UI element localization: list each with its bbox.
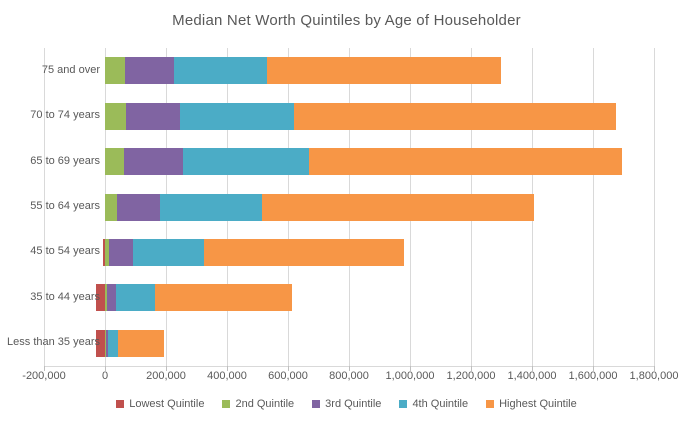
bar-segment-lowest-quintile-less-than-35-years (95, 329, 105, 357)
category-label-55-to-64-years: 55 to 64 years (30, 200, 100, 212)
axis-tick-mark (654, 366, 655, 371)
category-label-less-than-35-years: Less than 35 years (7, 336, 100, 349)
legend-swatch-3rd-quintile (312, 400, 321, 408)
bar-segment-3rd-quintile-65-to-69-years (123, 148, 184, 176)
bar-segment-highest-quintile-75-and-over (266, 57, 502, 85)
axis-tick-mark (593, 366, 594, 371)
bar-row-65-to-69-years (44, 148, 654, 176)
axis-tick-mark (105, 366, 106, 371)
axis-tick-mark (471, 366, 472, 371)
category-label-45-to-54-years: 45 to 54 years (30, 245, 100, 258)
gridline (593, 48, 594, 366)
bar-segment-2nd-quintile-55-to-64-years (105, 193, 118, 221)
bar-segment-3rd-quintile-45-to-54-years (108, 238, 133, 266)
bar-segment-highest-quintile-less-than-35-years (118, 329, 165, 357)
bar-segment-4th-quintile-35-to-44-years (115, 284, 155, 312)
legend-swatch-lowest-quintile (116, 400, 125, 408)
category-label-70-to-74-years: 70 to 74 years (30, 109, 100, 122)
bar-segment-highest-quintile-45-to-54-years (203, 238, 405, 266)
bar-row-35-to-44-years (44, 284, 654, 312)
bar-segment-2nd-quintile-70-to-74-years (105, 102, 127, 130)
x-tick-label: 1,600,000 (568, 370, 618, 382)
legend-swatch-highest-quintile (486, 400, 495, 408)
bar-row-55-to-64-years (44, 193, 654, 221)
x-tick-label: 400,000 (207, 370, 247, 382)
plot-area (44, 48, 655, 371)
bar-segment-4th-quintile-55-to-64-years (159, 193, 263, 221)
bar-segment-3rd-quintile-75-and-over (125, 57, 174, 85)
legend-label-lowest-quintile: Lowest Quintile (129, 398, 205, 410)
bar-segment-3rd-quintile-35-to-44-years (106, 284, 116, 312)
bar-segment-lowest-quintile-45-to-54-years (102, 238, 105, 266)
legend-swatch-4th-quintile (399, 400, 408, 408)
axis-tick-mark (410, 366, 411, 371)
x-tick-label: 600,000 (268, 370, 308, 382)
bar-segment-4th-quintile-70-to-74-years (180, 102, 295, 130)
category-label-75-and-over: 75 and over (41, 63, 100, 76)
axis-tick-mark (166, 366, 167, 371)
x-axis: -200,000 0 200,000 400,000 600,000 800,000 1,0… (22, 370, 678, 384)
legend-item-4th-quintile: 4th Quintile (399, 398, 468, 410)
chart-legend: Lowest Quintile 2nd Quintile 3rd Quintile 4… (0, 398, 693, 410)
legend-swatch-2nd-quintile (222, 400, 231, 408)
bar-segment-highest-quintile-65-to-69-years (308, 148, 623, 176)
bar-segment-3rd-quintile-less-than-35-years (105, 329, 109, 357)
bar-row-75-and-over (44, 57, 654, 85)
legend-item-3rd-quintile: 3rd Quintile (312, 398, 381, 410)
x-tick-label: -200,000 (22, 370, 66, 382)
legend-label-4th-quintile: 4th Quintile (412, 398, 469, 410)
legend-item-2nd-quintile: 2nd Quintile (222, 398, 294, 410)
bar-row-less-than-35-years (44, 329, 654, 357)
x-tick-label: 0 (101, 370, 109, 382)
x-tick-label: 200,000 (146, 370, 186, 382)
bar-segment-2nd-quintile-75-and-over (105, 57, 126, 85)
legend-label-highest-quintile: Highest Quintile (499, 398, 577, 410)
x-tick-label: 1,000,000 (385, 370, 435, 382)
bar-segment-2nd-quintile-65-to-69-years (105, 148, 124, 176)
bar-segment-4th-quintile-65-to-69-years (183, 148, 309, 176)
bar-row-70-to-74-years (44, 102, 654, 130)
axis-tick-mark (227, 366, 228, 371)
bar-segment-4th-quintile-less-than-35-years (108, 329, 119, 357)
legend-label-2nd-quintile: 2nd Quintile (235, 398, 295, 410)
axis-tick-mark (44, 366, 45, 371)
gridline (654, 48, 655, 366)
bar-segment-2nd-quintile-35-to-44-years (105, 284, 107, 312)
bar-segment-highest-quintile-70-to-74-years (294, 102, 617, 130)
axis-tick-mark (288, 366, 289, 371)
bar-segment-3rd-quintile-55-to-64-years (117, 193, 160, 221)
bar-segment-3rd-quintile-70-to-74-years (126, 102, 181, 130)
chart-title: Median Net Worth Quintiles by Age of Hou… (172, 12, 521, 29)
bar-segment-4th-quintile-75-and-over (173, 57, 267, 85)
bar-segment-4th-quintile-45-to-54-years (132, 238, 204, 266)
bar-segment-highest-quintile-55-to-64-years (262, 193, 534, 221)
bar-segment-lowest-quintile-35-to-44-years (96, 284, 105, 312)
axis-tick-mark (349, 366, 350, 371)
category-label-65-to-69-years: 65 to 69 years (30, 154, 100, 167)
legend-label-3rd-quintile: 3rd Quintile (325, 398, 382, 410)
axis-tick-mark (532, 366, 533, 371)
gridline (44, 48, 45, 366)
legend-item-highest-quintile: Highest Quintile (486, 398, 577, 410)
bar-segment-2nd-quintile-less-than-35-years (105, 329, 106, 357)
bar-segment-highest-quintile-35-to-44-years (155, 284, 293, 312)
x-tick-label: 800,000 (329, 370, 369, 382)
x-tick-label: 1,400,000 (507, 370, 557, 382)
x-tick-label: 1,200,000 (446, 370, 496, 382)
x-tick-label: 1,800,000 (629, 370, 679, 382)
bar-row-45-to-54-years (44, 238, 654, 266)
bar-segment-2nd-quintile-45-to-54-years (105, 238, 109, 266)
legend-item-lowest-quintile: Lowest Quintile (116, 398, 204, 410)
category-label-35-to-44-years: 35 to 44 years (30, 290, 100, 303)
